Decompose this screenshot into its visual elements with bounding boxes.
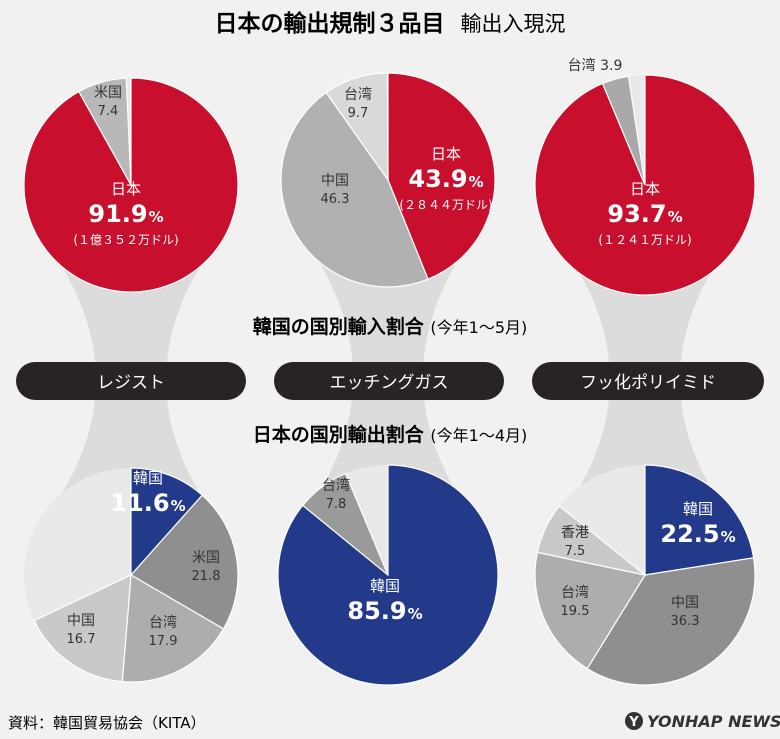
- item-pill-label: フッ化ポリイミド: [580, 373, 716, 393]
- pie-slice: [301, 472, 389, 576]
- pie-slice: [78, 77, 132, 186]
- slice-value: 7.4: [98, 104, 119, 119]
- pie-slice: [280, 91, 429, 288]
- slice-value: 36.3: [671, 614, 700, 629]
- slice-label: 米国: [94, 85, 122, 101]
- pie-slice: [130, 494, 239, 630]
- slice-value-unit: %: [469, 173, 484, 191]
- pie-slice: [644, 464, 755, 576]
- item-pills: レジスト エッチングガス フッ化ポリイミド: [16, 362, 764, 400]
- slice-label: 台湾: [561, 584, 589, 601]
- slice-value: 46.3: [321, 192, 350, 207]
- slice-label: 日本: [111, 180, 141, 198]
- slice-note: (１２４１万ドル): [598, 233, 691, 247]
- slice-label: 香港: [561, 525, 589, 541]
- yonhap-logo-glyph: Y: [628, 715, 639, 730]
- slice-label: 日本: [431, 145, 461, 163]
- chart-title: 日本の輸出規制３品目 輸出入現況: [214, 10, 565, 37]
- slice-value-unit: %: [408, 605, 423, 623]
- pie-slice: [130, 467, 204, 577]
- slice-label: 韓国: [370, 577, 400, 595]
- pie-slice: [601, 75, 646, 186]
- slice-label: 日本: [630, 180, 660, 198]
- import-section-label: 韓国の国別輸入割合 (今年1～5月): [253, 315, 528, 338]
- item-pill-etching-gas: [274, 362, 504, 400]
- slice-label: 韓国: [683, 500, 713, 518]
- slice-value: 19.5: [561, 604, 590, 619]
- slice-label: 台湾: [149, 614, 177, 631]
- export-section-period: (今年1～4月): [430, 426, 527, 445]
- item-pill-label: レジスト: [97, 373, 165, 393]
- pie-slice: [534, 551, 646, 670]
- slice-value-unit: %: [721, 528, 736, 546]
- slice-value: 16.7: [67, 632, 96, 647]
- pie-slice: [586, 557, 756, 686]
- export-section-title: 日本の国別輸出割合: [253, 423, 425, 446]
- slice-label: 韓国: [133, 469, 163, 487]
- pie-slice: [33, 574, 132, 683]
- slice-label: 中国: [671, 595, 699, 611]
- import-section-period: (今年1～5月): [430, 318, 527, 337]
- pie-charts: 日本91.9%(１億３５２万ドル)米国7.4日本43.9%(２８４４万ドル)中国…: [23, 57, 756, 686]
- item-pill-polyimide: [532, 362, 764, 400]
- pie-slice: [121, 574, 225, 683]
- yonhap-logo-text: YONHAP NEWS: [647, 712, 780, 731]
- item-pill-label: エッチングガス: [330, 373, 449, 393]
- item-pill-resist: [16, 362, 246, 400]
- slice-value-unit: %: [668, 208, 683, 226]
- yonhap-logo: Y YONHAP NEWS: [625, 712, 780, 731]
- slice-value-unit: %: [149, 208, 164, 226]
- slice-label: 台湾: [344, 86, 372, 103]
- source-note: 資料：韓国貿易協会（KITA）: [8, 714, 206, 732]
- pie-slice: [387, 72, 496, 281]
- slice-value: 7.5: [565, 544, 586, 559]
- slice-label: 米国: [192, 550, 220, 566]
- pie-slice: [536, 505, 646, 576]
- slice-value-unit: %: [171, 497, 186, 515]
- pie-slice: [325, 72, 389, 182]
- slice-label: 台湾 3.9: [568, 57, 623, 74]
- slice-label: 中国: [67, 613, 95, 629]
- slice-value: 17.9: [149, 634, 178, 649]
- slice-note: (１億３５２万ドル): [73, 233, 178, 247]
- slice-value: 9.7: [348, 106, 369, 121]
- slice-value: 7.8: [326, 497, 347, 512]
- chart-title-main: 日本の輸出規制３品目: [214, 10, 444, 37]
- slice-value: 21.8: [192, 569, 221, 584]
- chart-title-sub: 輸出入現況: [461, 12, 566, 36]
- yonhap-logo-icon: [625, 712, 643, 730]
- slice-label: 台湾: [322, 477, 350, 494]
- slice-label: 中国: [321, 173, 349, 189]
- slice-note: (２８４４万ドル): [399, 198, 492, 212]
- export-section-label: 日本の国別輸出割合 (今年1～4月): [253, 423, 528, 446]
- import-section-title: 韓国の国別輸入割合: [253, 315, 425, 338]
